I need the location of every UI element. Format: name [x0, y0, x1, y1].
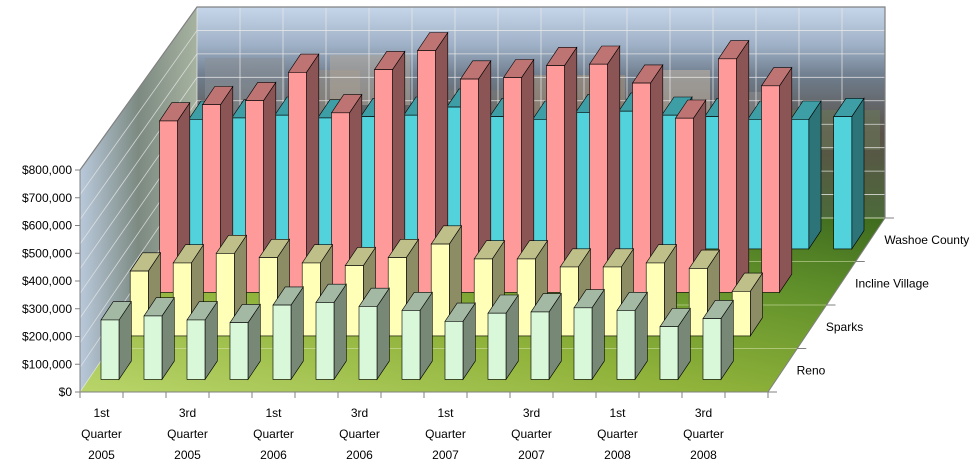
- x-tick-label: 2006: [260, 448, 287, 462]
- bar-reno-12: [616, 291, 648, 381]
- chart-bars: [100, 31, 865, 381]
- bar-incline-village-5: [373, 50, 406, 294]
- x-tick-label: 2007: [432, 448, 459, 462]
- x-tick-label: 2008: [690, 448, 717, 462]
- bar-reno-13: [659, 307, 691, 381]
- x-tick-label: 2008: [604, 448, 631, 462]
- bar-incline-village-2: [244, 81, 277, 294]
- side-grid-2: [79, 53, 198, 220]
- bar-incline-village-1: [201, 85, 234, 294]
- x-tick-label: 3rd: [351, 406, 368, 420]
- x-tick-label: Quarter: [597, 427, 638, 441]
- bar-sparks-7: [430, 224, 463, 337]
- y-tick-label: $0: [59, 385, 73, 399]
- x-tick-label: Quarter: [167, 427, 208, 441]
- x-tick-label: 3rd: [695, 406, 712, 420]
- x-tick-label: Quarter: [511, 427, 552, 441]
- x-tick-label: 2005: [88, 448, 115, 462]
- x-tick-label: 3rd: [179, 406, 196, 420]
- bar-incline-village-11: [631, 63, 664, 294]
- legend-label-sparks: Sparks: [826, 320, 863, 334]
- x-tick-label: Quarter: [339, 427, 380, 441]
- x-tick-label: Quarter: [81, 427, 122, 441]
- x-tick-label: 2006: [346, 448, 373, 462]
- x-tick-label: 1st: [93, 406, 110, 420]
- frame-outline: [79, 6, 886, 218]
- bar-reno-4: [272, 285, 304, 381]
- bar-reno-10: [530, 292, 562, 381]
- bar-incline-village-13: [717, 39, 750, 294]
- bar-incline-village-12: [674, 99, 707, 294]
- y-tick-label: $600,000: [22, 219, 72, 233]
- side-wall: [80, 7, 197, 392]
- bar-reno-11: [573, 288, 605, 381]
- x-tick-label: 1st: [609, 406, 626, 420]
- x-tick-label: 1st: [265, 406, 282, 420]
- y-tick-label: $100,000: [22, 357, 72, 371]
- y-tick-label: $800,000: [22, 163, 72, 177]
- legend-label-reno: Reno: [797, 363, 826, 377]
- bar-incline-village-8: [502, 58, 535, 294]
- bar-reno-3: [229, 303, 261, 381]
- bar-reno-8: [444, 302, 476, 381]
- y-tick-label: $400,000: [22, 274, 72, 288]
- bar-washoe-county-15: [833, 97, 865, 250]
- y-tick-label: $300,000: [22, 302, 72, 316]
- bar-reno-9: [487, 294, 519, 381]
- bar-reno-6: [358, 287, 390, 381]
- bar-incline-village-3: [287, 53, 320, 294]
- x-tick-label: 1st: [437, 406, 454, 420]
- y-tick-label: $500,000: [22, 246, 72, 260]
- bar-sparks-2: [215, 234, 248, 337]
- bar-incline-village-14: [760, 66, 793, 294]
- bar-reno-1: [143, 296, 175, 381]
- x-tick-label: 2007: [518, 448, 545, 462]
- y-tick-label: $700,000: [22, 191, 72, 205]
- x-tick-label: Quarter: [253, 427, 294, 441]
- bar-sparks-14: [731, 272, 764, 337]
- bar-reno-0: [100, 300, 132, 381]
- bar-washoe-county-14: [790, 100, 822, 250]
- side-grid-1: [79, 30, 198, 195]
- bar-incline-village-9: [545, 46, 578, 294]
- x-tick-label: 2005: [174, 448, 201, 462]
- legend-label-washoe-county: Washoe County: [884, 233, 969, 247]
- y-tick-label: $200,000: [22, 330, 72, 344]
- bar-reno-5: [315, 283, 347, 381]
- bar-reno-7: [401, 291, 433, 381]
- chart-axes: $0 $100,000 $200,000 $300,000 $400,000 $500,0…: [22, 163, 969, 462]
- bar-reno-14: [702, 299, 734, 381]
- x-tick-label: Quarter: [683, 427, 724, 441]
- bar-reno-2: [186, 300, 218, 381]
- x-tick-label: Quarter: [425, 427, 466, 441]
- bar-incline-village-7: [459, 59, 492, 294]
- legend-label-incline-village: Incline Village: [855, 276, 929, 290]
- x-tick-label: 3rd: [523, 406, 540, 420]
